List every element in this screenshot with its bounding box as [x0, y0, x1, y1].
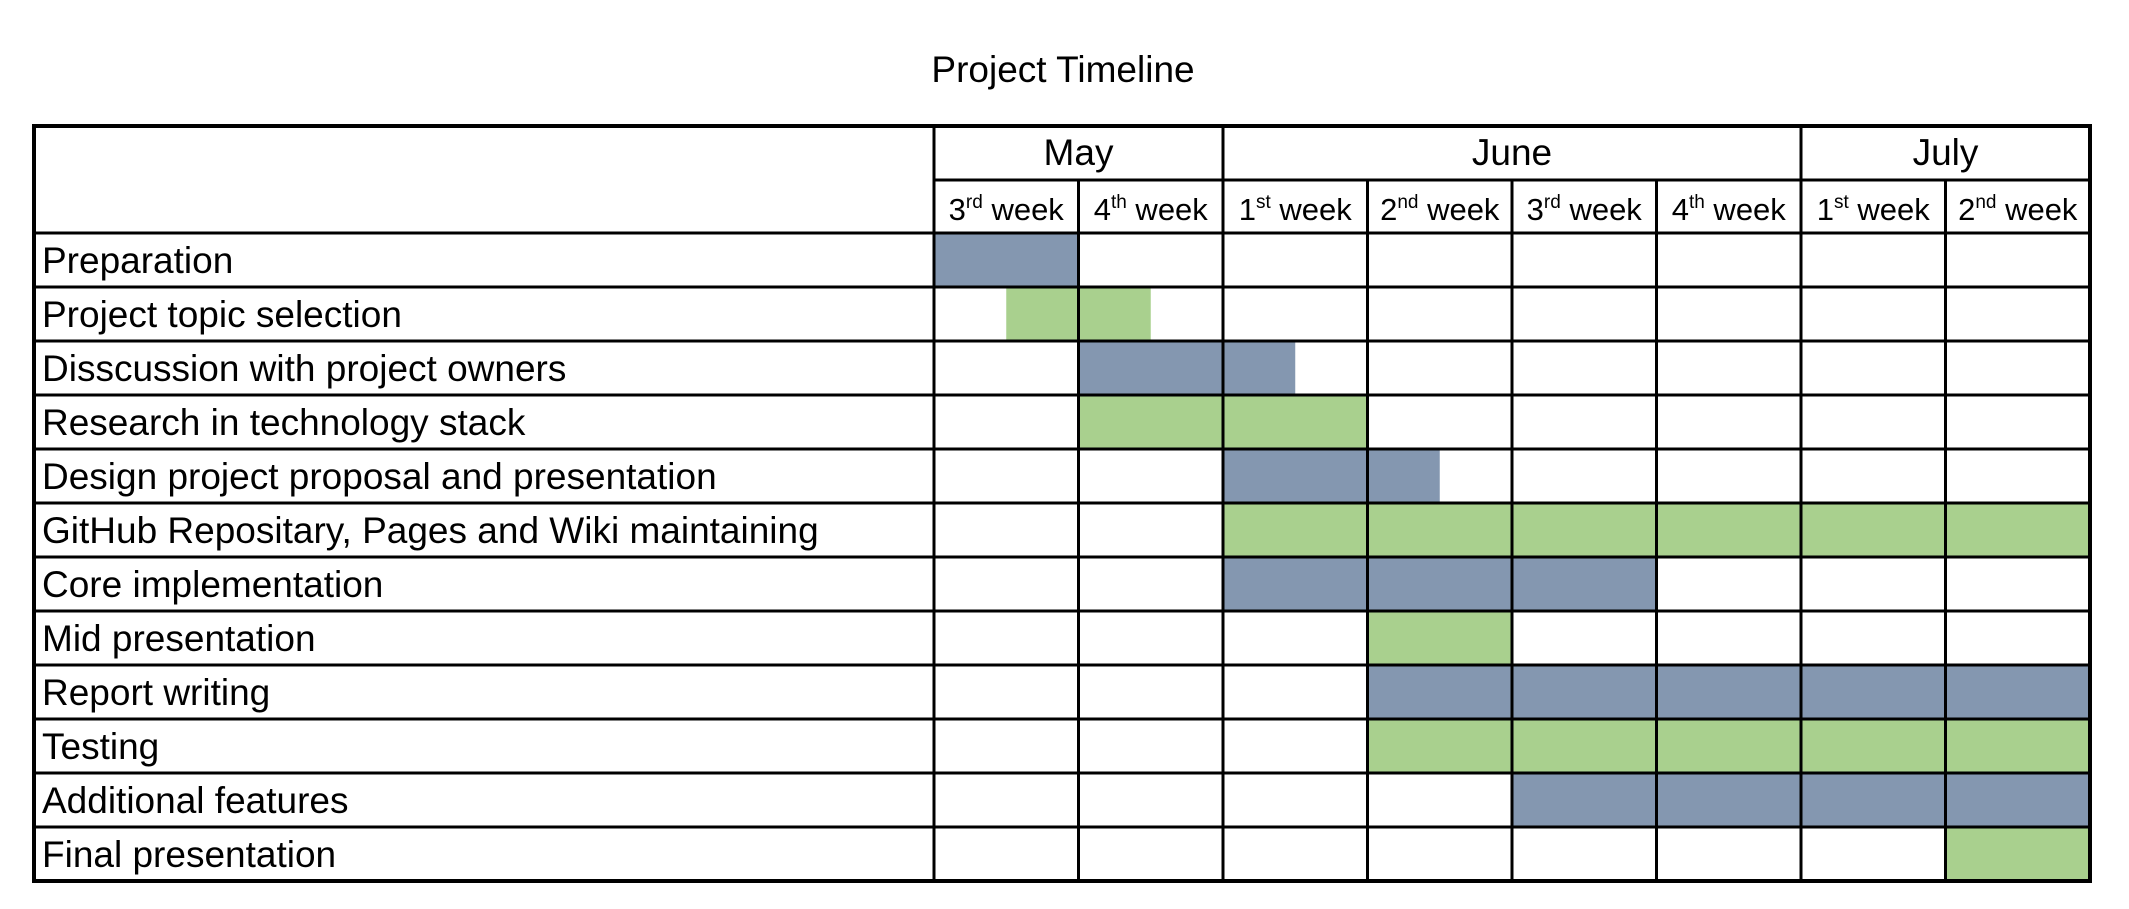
month-label: May: [1044, 132, 1114, 173]
week-suffix: nd: [1975, 192, 1996, 213]
task-label: Testing: [42, 726, 159, 767]
week-label: 1st week: [1239, 192, 1353, 227]
week-word: week: [1271, 192, 1352, 227]
week-number: 2: [1380, 192, 1397, 227]
week-number: 3: [1527, 192, 1544, 227]
chart-title: Project Timeline: [931, 49, 1194, 90]
task-bar: [1367, 611, 1512, 665]
week-suffix: rd: [966, 192, 983, 213]
task-label: Mid presentation: [42, 618, 316, 659]
task-label: Report writing: [42, 672, 270, 713]
task-label: Additional features: [42, 780, 348, 821]
week-word: week: [1561, 192, 1642, 227]
chart-frame: [32, 124, 2092, 883]
task-bar: [1367, 665, 2090, 719]
week-suffix: st: [1834, 192, 1850, 213]
week-label: 3rd week: [949, 192, 1065, 227]
timeline-grid: [32, 124, 2092, 883]
task-label: GitHub Repositary, Pages and Wiki mainta…: [42, 510, 819, 551]
task-bar: [1945, 827, 2090, 881]
week-suffix: st: [1256, 192, 1272, 213]
month-label: July: [1913, 132, 1979, 173]
week-number: 1: [1817, 192, 1834, 227]
task-label: Project topic selection: [42, 294, 402, 335]
week-suffix: th: [1689, 192, 1705, 213]
week-word: week: [1418, 192, 1499, 227]
week-label: 3rd week: [1527, 192, 1643, 227]
task-bar: [1223, 557, 1657, 611]
task-bar: [1367, 719, 2090, 773]
task-bar: [1223, 449, 1440, 503]
week-label: 2nd week: [1380, 192, 1500, 227]
week-number: 2: [1958, 192, 1975, 227]
week-word: week: [983, 192, 1064, 227]
week-label: 1st week: [1817, 192, 1931, 227]
task-bar: [1078, 341, 1296, 395]
week-suffix: rd: [1544, 192, 1561, 213]
week-number: 3: [949, 192, 966, 227]
week-number: 1: [1239, 192, 1256, 227]
week-word: week: [1996, 192, 2077, 227]
week-word: week: [1127, 192, 1208, 227]
month-label: June: [1472, 132, 1552, 173]
week-word: week: [1849, 192, 1930, 227]
task-label: Design project proposal and presentation: [42, 456, 717, 497]
task-label: Research in technology stack: [42, 402, 526, 443]
week-label: 2nd week: [1958, 192, 2078, 227]
week-number: 4: [1672, 192, 1689, 227]
week-word: week: [1705, 192, 1786, 227]
week-label: 4th week: [1672, 192, 1787, 227]
task-label: Disscussion with project owners: [42, 348, 566, 389]
task-label: Core implementation: [42, 564, 383, 605]
week-suffix: th: [1111, 192, 1127, 213]
week-suffix: nd: [1397, 192, 1418, 213]
task-label: Final presentation: [42, 834, 336, 875]
task-label: Preparation: [42, 240, 233, 281]
task-bar: [934, 233, 1079, 287]
week-label: 4th week: [1094, 192, 1209, 227]
week-number: 4: [1094, 192, 1111, 227]
